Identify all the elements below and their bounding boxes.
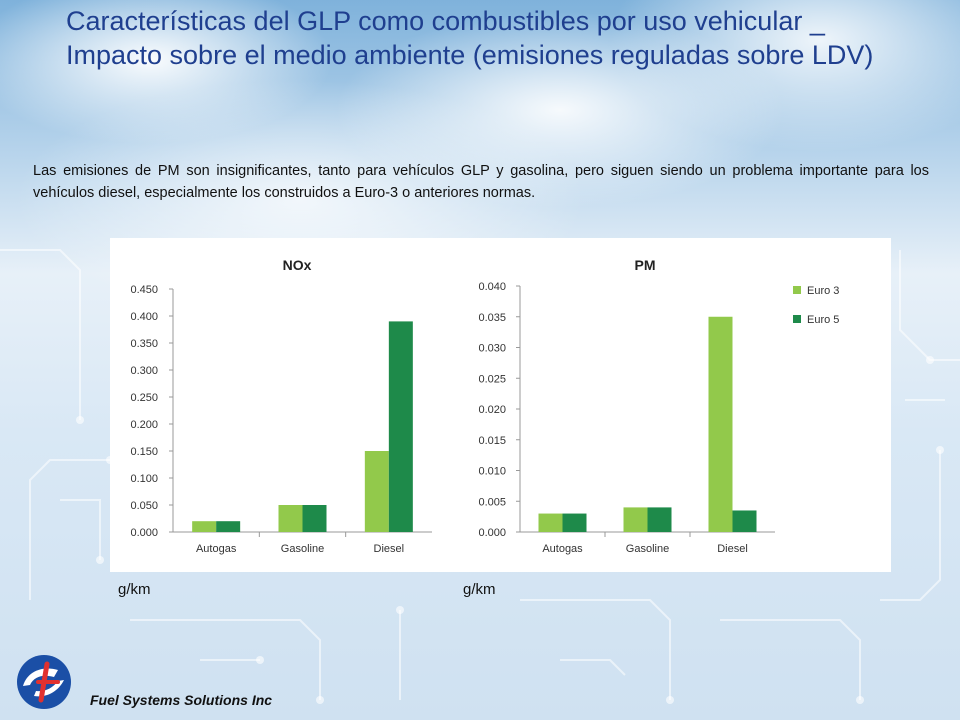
chart0-y-tick-label: 0.350 xyxy=(130,338,158,350)
chart1-bar-diesel-euro-5 xyxy=(732,510,757,532)
chart0-y-tick-label: 0.250 xyxy=(130,392,158,404)
chart0-x-tick-label: Diesel xyxy=(374,543,405,555)
chart0-bar-gasoline-euro-5 xyxy=(302,505,327,532)
chart0-y-tick-label: 0.200 xyxy=(130,419,158,431)
chart1-legend-swatch xyxy=(793,315,801,323)
chart1-legend-label: Euro 5 xyxy=(807,314,839,326)
chart1-bar-gasoline-euro-3 xyxy=(623,507,648,532)
chart0-bar-diesel-euro-3 xyxy=(364,451,389,532)
chart0-y-tick-label: 0.000 xyxy=(130,527,158,539)
chart1-legend-swatch xyxy=(793,286,801,294)
fuel-systems-logo-icon xyxy=(17,655,71,709)
chart1-bar-gasoline-euro-5 xyxy=(647,507,672,532)
chart0-bar-diesel-euro-5 xyxy=(388,321,413,532)
chart1-y-tick-label: 0.035 xyxy=(478,312,506,324)
charts-panel: NOx 0.000 0.050 0.100 0.150 0.200 0.250 0.300 0.… xyxy=(110,238,891,572)
chart1-y-tick-label: 0.030 xyxy=(478,343,506,355)
chart0-x-tick-label: Gasoline xyxy=(281,543,324,555)
chart0-bar-autogas-euro-3 xyxy=(192,521,217,532)
chart0-y-tick-label: 0.150 xyxy=(130,446,158,458)
company-name: Fuel Systems Solutions Inc xyxy=(90,692,273,708)
chart1-x-tick-label: Gasoline xyxy=(626,543,669,555)
chart1-x-tick-label: Diesel xyxy=(717,543,748,555)
chart1-bar-autogas-euro-3 xyxy=(538,513,563,532)
chart1-bar-diesel-euro-3 xyxy=(708,316,733,532)
chart1-y-tick-label: 0.025 xyxy=(478,373,506,385)
pm-unit-label: g/km xyxy=(463,581,496,598)
chart1-y-tick-label: 0.000 xyxy=(478,527,506,539)
charts-svg: NOx 0.000 0.050 0.100 0.150 0.200 0.250 0.300 0.… xyxy=(130,257,839,555)
chart0-bar-gasoline-euro-3 xyxy=(278,505,303,532)
chart1-y-tick-label: 0.015 xyxy=(478,435,506,447)
chart0-x-tick-label: Autogas xyxy=(196,543,237,555)
chart0-y-tick-label: 0.050 xyxy=(130,500,158,512)
chart0-y-tick-label: 0.100 xyxy=(130,473,158,485)
chart1-y-tick-label: 0.005 xyxy=(478,496,506,508)
intro-paragraph: Las emisiones de PM son insignificantes,… xyxy=(33,163,929,201)
chart1-y-tick-label: 0.040 xyxy=(478,281,506,293)
chart0-title: NOx xyxy=(283,257,312,273)
nox-unit-label: g/km xyxy=(118,581,151,598)
chart1-y-tick-label: 0.010 xyxy=(478,466,506,478)
slide-title: Características del GLP como combustible… xyxy=(66,6,874,70)
chart1-y-tick-label: 0.020 xyxy=(478,404,506,416)
chart0-y-tick-label: 0.400 xyxy=(130,311,158,323)
chart1-title: PM xyxy=(635,257,656,273)
chart1-bar-autogas-euro-5 xyxy=(562,513,587,532)
chart1-x-tick-label: Autogas xyxy=(542,543,583,555)
chart0-bar-autogas-euro-5 xyxy=(216,521,241,532)
chart1-legend-label: Euro 3 xyxy=(807,285,839,297)
chart0-y-tick-label: 0.300 xyxy=(130,365,158,377)
chart0-y-tick-label: 0.450 xyxy=(130,284,158,296)
